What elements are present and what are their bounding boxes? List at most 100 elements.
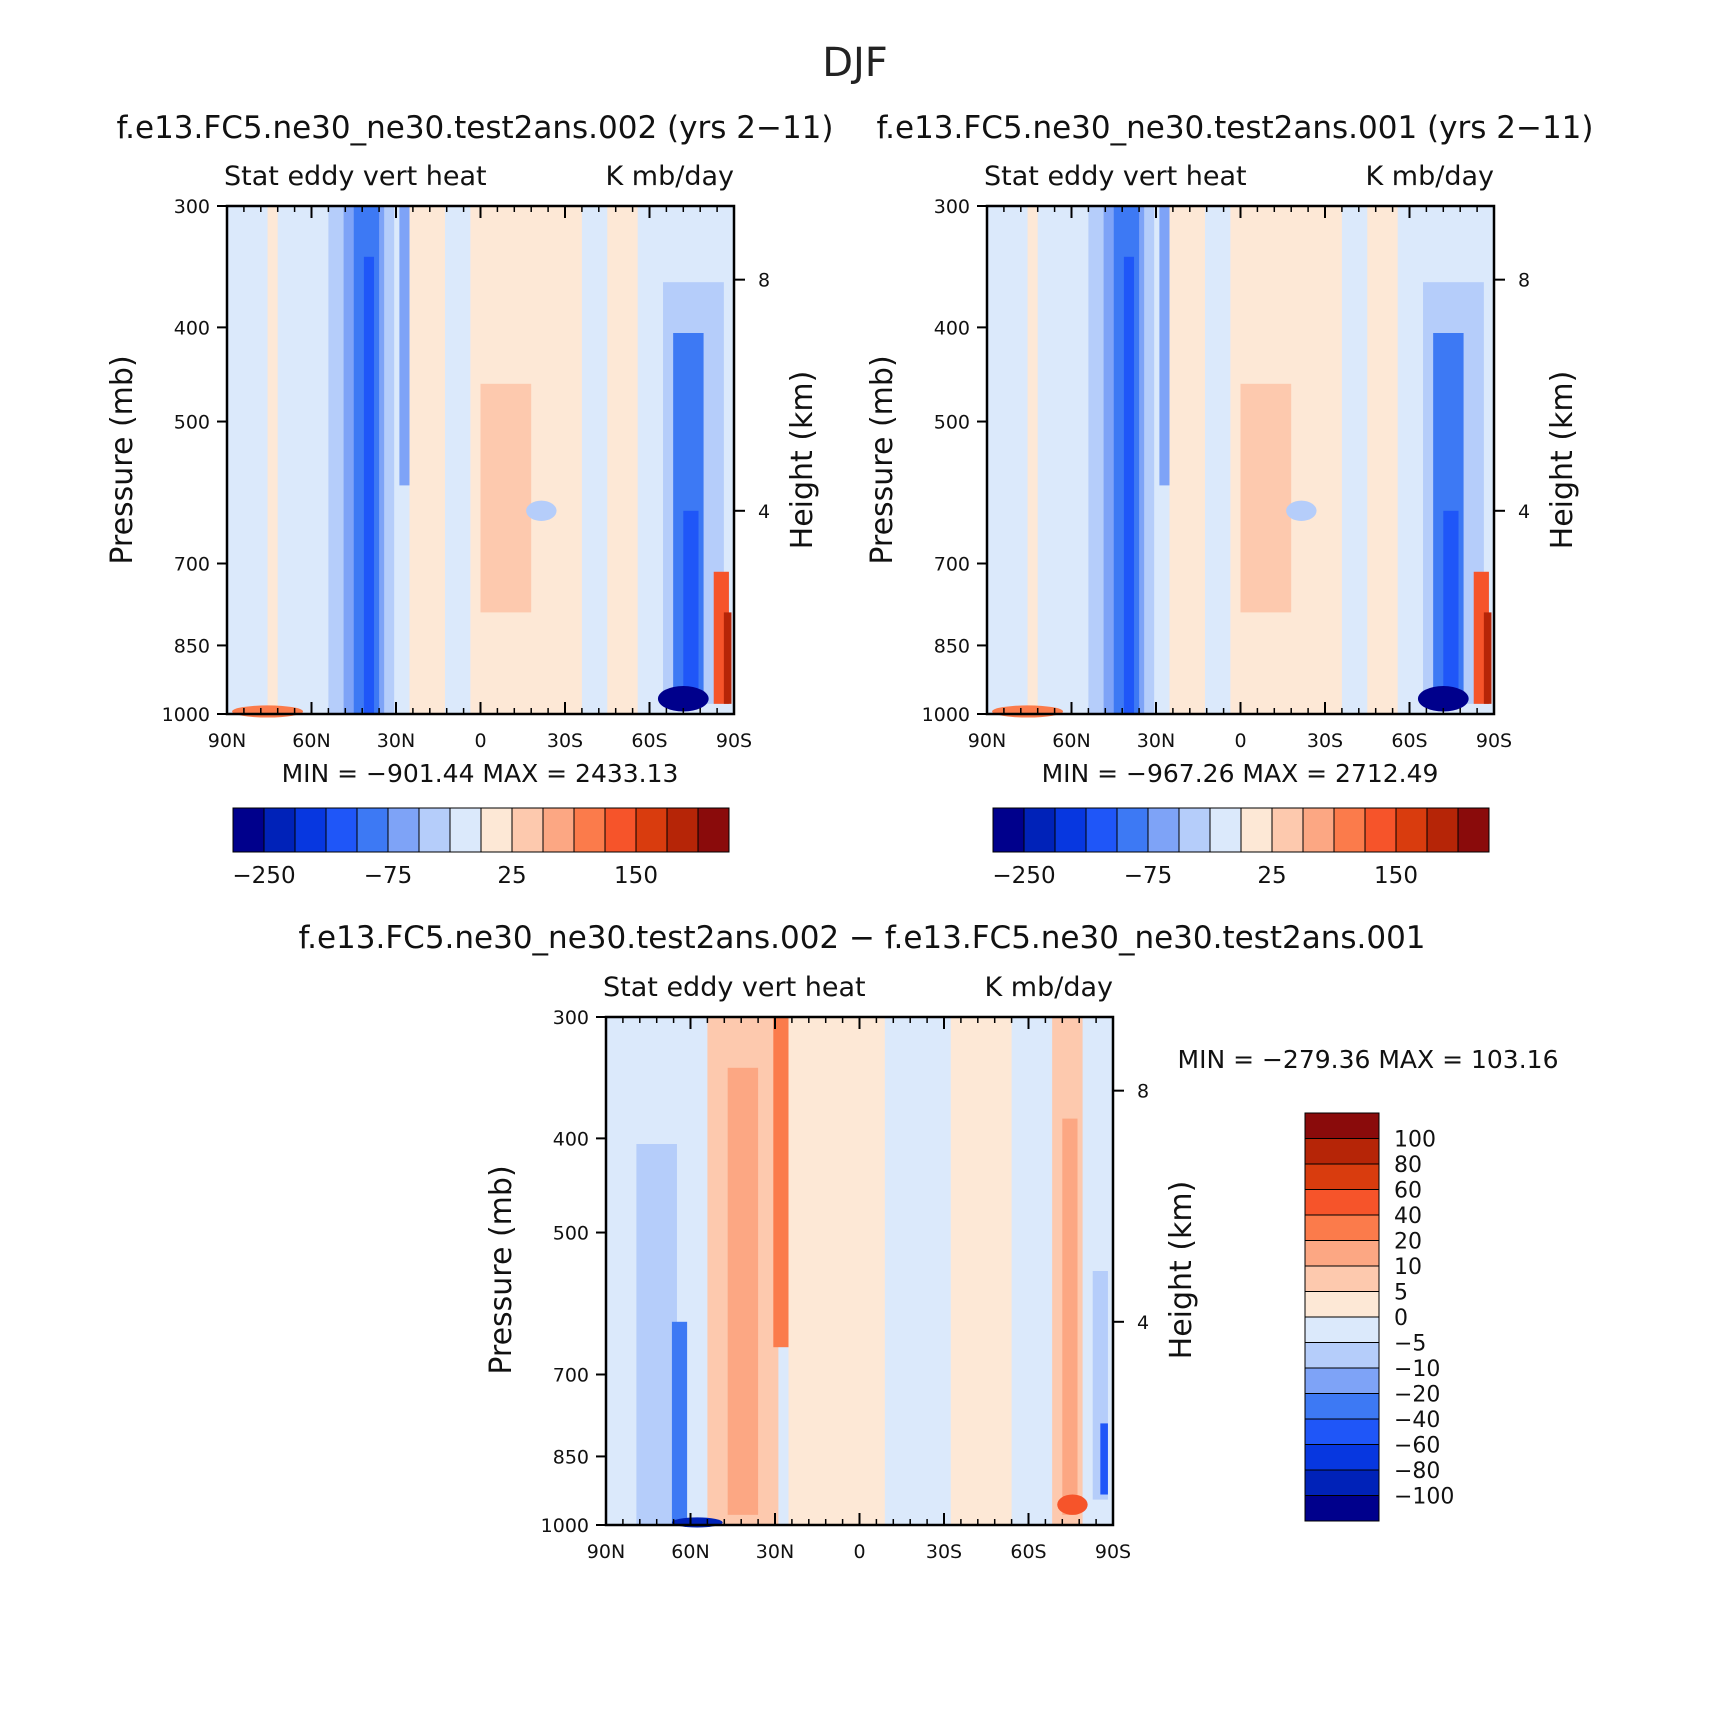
colorbar-box [1304, 1495, 1380, 1522]
colorbar-box [992, 807, 1025, 853]
colorbar-box [1304, 1367, 1380, 1394]
colorbar-box [232, 807, 265, 853]
panel-1-subtitle-right: K mb/day [606, 161, 735, 192]
colorbar-box [1178, 807, 1211, 853]
y-tick-label: 1000 [922, 704, 970, 726]
panel-3-y2label: Height (km) [1164, 1181, 1199, 1360]
contour-band [1159, 206, 1170, 486]
y2-tick-label: 4 [1137, 1312, 1149, 1334]
colorbar-box [356, 807, 389, 853]
y-tick-label: 400 [174, 317, 210, 339]
colorbar-box [1304, 1138, 1380, 1165]
contour-band [363, 256, 375, 714]
y-tick-label: 300 [174, 196, 210, 218]
contour-band [683, 510, 699, 704]
contour-band [267, 206, 278, 714]
colorbar-label: −100 [1394, 1485, 1454, 1510]
x-tick-label: 60N [671, 1541, 709, 1563]
panel-1-field [227, 206, 734, 718]
colorbar-label: −5 [1394, 1332, 1426, 1357]
panel-3-ticks: 90N 60N 30N 0 30S 60S 90S 300 400 500 700 850 1000 8 4 [541, 1007, 1149, 1563]
contour-band [1367, 206, 1398, 714]
x-tick-label: 60S [1391, 730, 1427, 752]
colorbar-box [1304, 1291, 1380, 1318]
x-tick-label: 90S [1476, 730, 1512, 752]
colorbar-box [1304, 1240, 1380, 1267]
x-tick-label: 90N [968, 730, 1006, 752]
panel-1: f.e13.FC5.ne30_ne30.test2ans.002 (yrs 2−… [105, 110, 833, 889]
x-tick-label: 60N [292, 730, 330, 752]
contour-band [394, 206, 400, 714]
panel-3-title: f.e13.FC5.ne30_ne30.test2ans.002 − f.e13… [298, 920, 1425, 956]
contour-band [950, 1017, 1012, 1525]
colorbar-box [480, 807, 513, 853]
x-tick-label: 30N [377, 730, 415, 752]
colorbar-box [1426, 807, 1459, 853]
colorbar-box [573, 807, 606, 853]
panel-3: f.e13.FC5.ne30_ne30.test2ans.002 − f.e13… [298, 920, 1558, 1563]
contour-band [1443, 510, 1459, 704]
colorbar-box [325, 807, 358, 853]
y-tick-label: 850 [174, 635, 210, 657]
colorbar-box [294, 807, 327, 853]
y-tick-label: 700 [553, 1365, 589, 1387]
colorbar-label: 20 [1394, 1230, 1422, 1255]
contour-blob [992, 705, 1064, 718]
x-tick-label: 90S [1095, 1541, 1131, 1563]
contour-band [480, 383, 532, 613]
panel-2-subtitle-right: K mb/day [1366, 161, 1495, 192]
colorbar-box [1209, 807, 1242, 853]
colorbar-box [1302, 807, 1335, 853]
y-tick-label: 400 [553, 1128, 589, 1150]
panel-1-colorbar: −250 −75 25 150 [232, 807, 730, 889]
colorbar-box [1304, 1214, 1380, 1241]
y2-tick-label: 8 [1518, 270, 1530, 292]
x-tick-label: 30S [926, 1541, 962, 1563]
x-tick-label: 0 [1234, 730, 1246, 752]
colorbar-label: 0 [1394, 1306, 1408, 1331]
y-tick-label: 400 [934, 317, 970, 339]
contour-band [727, 1067, 759, 1515]
y-tick-label: 500 [553, 1223, 589, 1245]
contour-blob [657, 686, 709, 712]
colorbar-label: −75 [1124, 863, 1173, 889]
colorbar-box [1023, 807, 1056, 853]
panel-1-stats: MIN = −901.44 MAX = 2433.13 [282, 759, 679, 788]
colorbar-box [1304, 1316, 1380, 1343]
contour-blob [526, 500, 557, 521]
colorbar-box [1364, 807, 1397, 853]
colorbar-label: 80 [1394, 1153, 1422, 1178]
x-tick-label: 90N [208, 730, 246, 752]
panel-2-ticks: 90N 60N 30N 0 30S 60S 90S 300 400 500 700 850 1000 8 4 [922, 196, 1530, 752]
x-tick-label: 0 [853, 1541, 865, 1563]
colorbar-label: −250 [992, 863, 1055, 889]
colorbar-box [1271, 807, 1304, 853]
x-tick-label: 0 [474, 730, 486, 752]
contour-band [409, 206, 446, 714]
panel-2-field [987, 206, 1494, 718]
colorbar-label: −20 [1394, 1383, 1440, 1408]
colorbar-box [1304, 1393, 1380, 1420]
y2-tick-label: 8 [758, 270, 770, 292]
colorbar-box [387, 807, 420, 853]
panel-3-subtitle-left: Stat eddy vert heat [603, 972, 866, 1003]
colorbar-label: 150 [614, 863, 658, 889]
panel-3-stats: MIN = −279.36 MAX = 103.16 [1178, 1045, 1559, 1074]
y-tick-label: 700 [174, 554, 210, 576]
colorbar-box [1304, 1418, 1380, 1445]
colorbar-box [1333, 807, 1366, 853]
contour-blob [1286, 500, 1317, 521]
colorbar-box [635, 807, 668, 853]
colorbar-box [1395, 807, 1428, 853]
colorbar-label: −75 [364, 863, 413, 889]
contour-band [671, 1321, 688, 1525]
colorbar-box [1240, 807, 1273, 853]
colorbar-box [1304, 1163, 1380, 1190]
colorbar-box [1085, 807, 1118, 853]
x-tick-label: 30N [1137, 730, 1175, 752]
x-tick-label: 30S [547, 730, 583, 752]
panel-2-y2label: Height (km) [1545, 371, 1580, 550]
x-tick-label: 90S [716, 730, 752, 752]
